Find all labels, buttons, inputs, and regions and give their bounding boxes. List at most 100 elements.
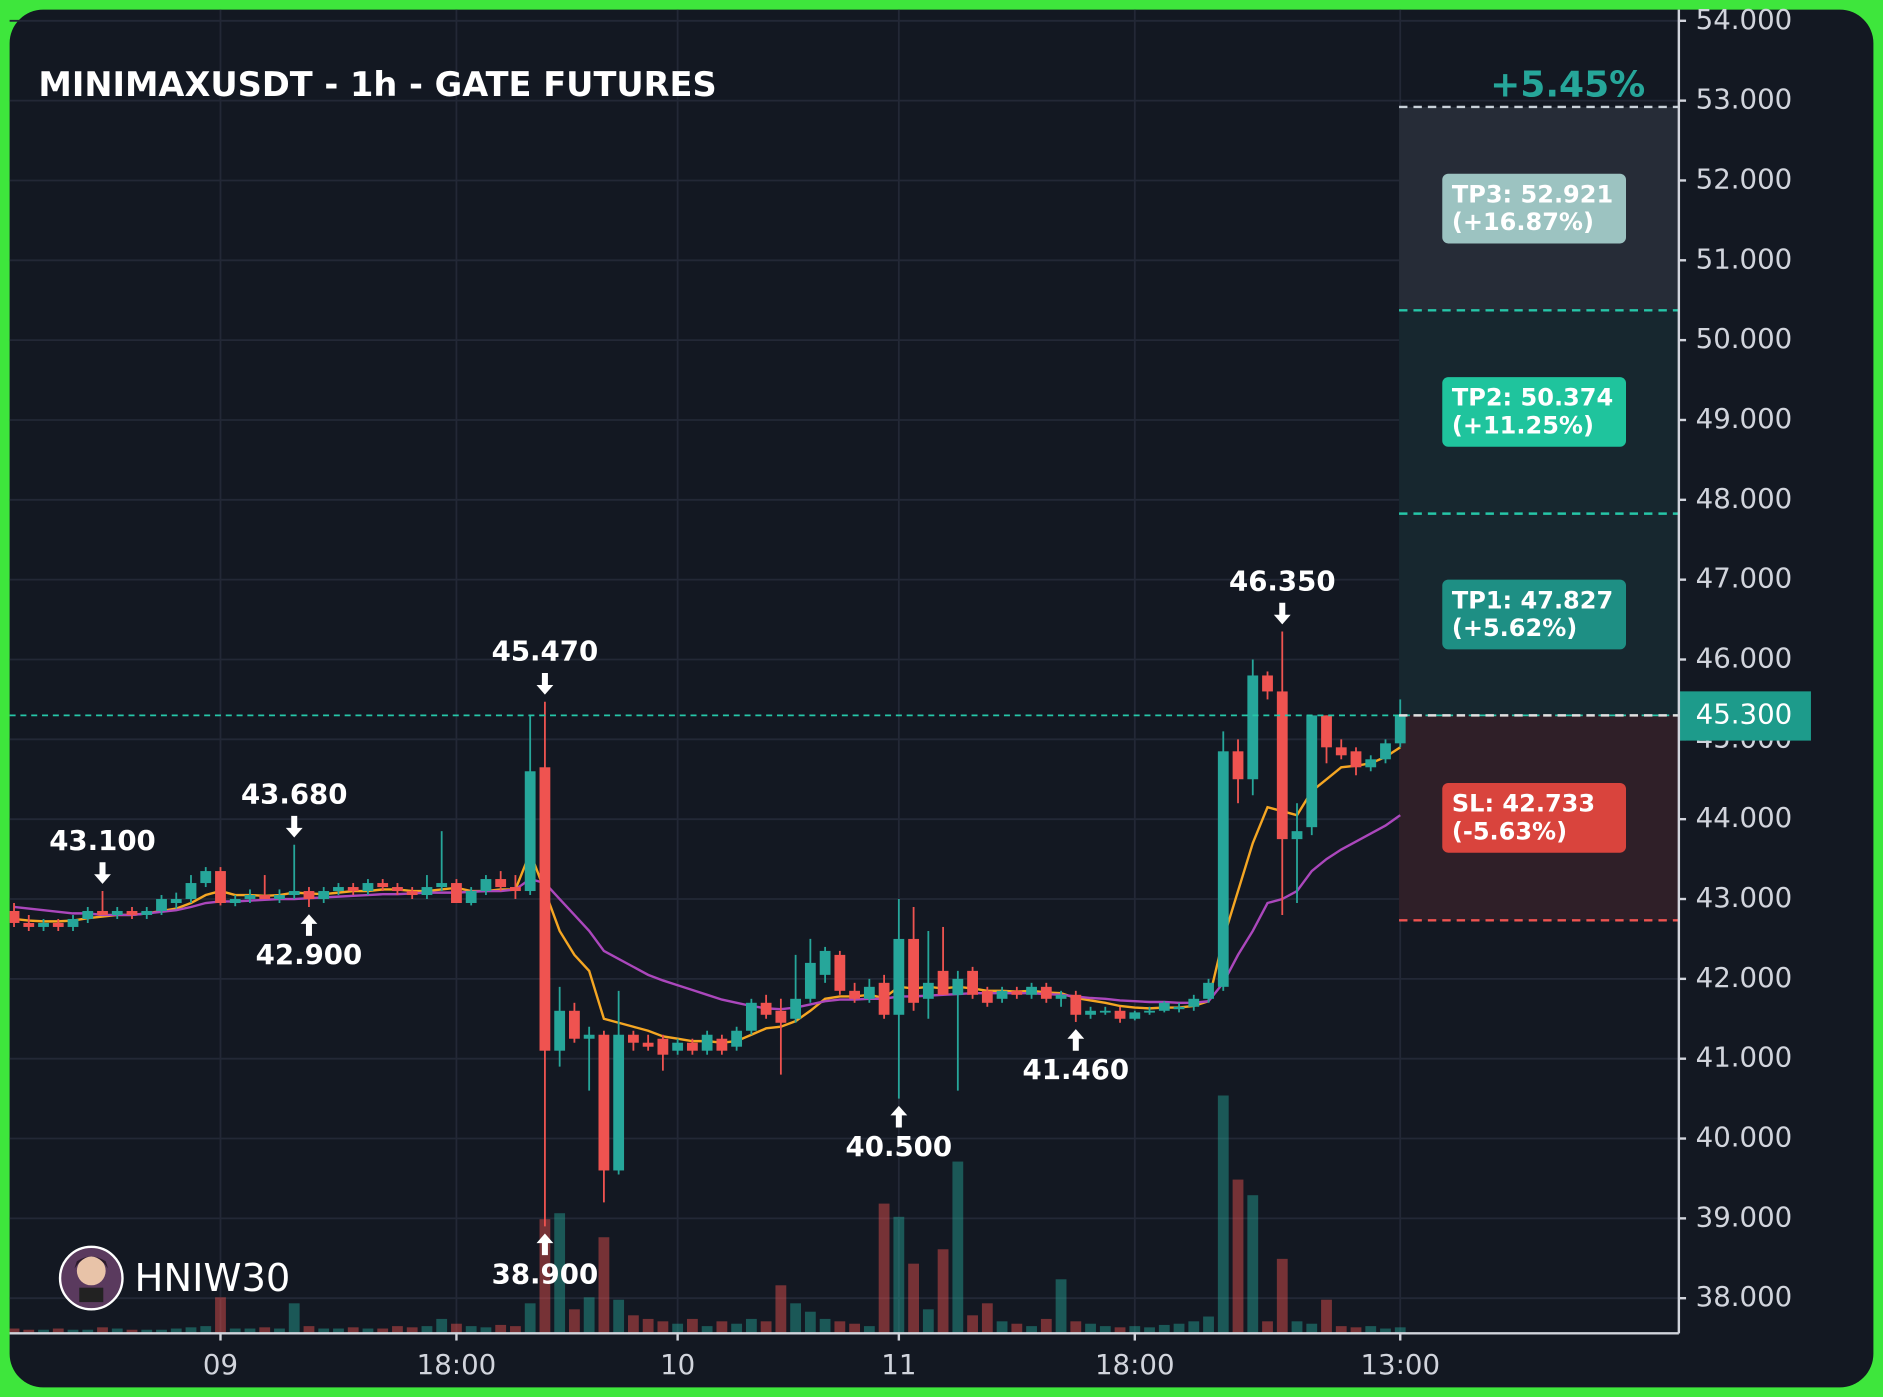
candle-body (1321, 715, 1332, 748)
watermark: HNIW30 (58, 1245, 291, 1311)
volume-bar (23, 1329, 35, 1334)
candle-body (554, 1010, 566, 1051)
candle-body (9, 910, 20, 923)
candle-body (377, 883, 389, 888)
volume-bar (1129, 1326, 1141, 1334)
candle-body (97, 910, 108, 915)
volume-bar (834, 1321, 846, 1334)
candle-body (1173, 1006, 1185, 1010)
candle-body (406, 891, 418, 896)
volume-bar (377, 1328, 389, 1334)
candle-body (436, 883, 448, 888)
candle-body (347, 887, 359, 892)
y-tick-label: 40.000 (1696, 1121, 1793, 1154)
candle-body (362, 883, 374, 892)
watermark-text: HNIW30 (135, 1256, 291, 1301)
volume-bar (1321, 1299, 1332, 1334)
candle-body (1055, 994, 1067, 999)
candle-body (38, 922, 49, 927)
volume-bar (878, 1203, 890, 1334)
candle-body (908, 938, 919, 1003)
candle-body (1365, 759, 1377, 768)
volume-bar (274, 1328, 285, 1334)
level-box (1442, 173, 1627, 244)
volume-bar (200, 1326, 212, 1334)
y-tick-label: 51.000 (1696, 242, 1793, 275)
volume-bar (1011, 1323, 1023, 1334)
volume-bar (229, 1328, 241, 1334)
candle-body (1114, 1010, 1126, 1019)
y-tick-label: 53.000 (1696, 83, 1793, 116)
volume-bar (1232, 1179, 1244, 1334)
candle-body (922, 982, 934, 999)
candles (9, 631, 1406, 1227)
candle-body (952, 978, 964, 995)
volume-bar (672, 1323, 684, 1334)
volume-bar (598, 1237, 610, 1334)
marker-arrow (536, 672, 554, 695)
candle-body (1262, 675, 1273, 692)
candle-body (686, 1042, 698, 1051)
candle-body (1099, 1010, 1111, 1013)
level-label: TP1: 47.827 (1452, 586, 1613, 614)
level-note: (+16.87%) (1452, 208, 1594, 236)
volume-bar (1188, 1321, 1200, 1334)
level-note: (+5.62%) (1452, 614, 1577, 642)
x-tick-label: 13:00 (1360, 1348, 1440, 1381)
candle-body (657, 1038, 669, 1055)
volume-bar (185, 1327, 197, 1334)
level-note: (-5.63%) (1452, 817, 1567, 845)
volume-bar (1217, 1095, 1229, 1334)
x-tick-label: 09 (203, 1348, 238, 1381)
y-tick-label: 49.000 (1696, 402, 1793, 435)
marker-arrow (285, 815, 303, 838)
marker-arrow (536, 1233, 554, 1256)
volume-bar (303, 1326, 315, 1334)
volume-bar (524, 1303, 536, 1334)
candle-body (981, 990, 993, 1003)
volume-bar (863, 1326, 875, 1334)
volume-bar (1335, 1326, 1347, 1334)
x-tick-label: 11 (881, 1348, 916, 1381)
volume-bar (1350, 1327, 1362, 1334)
y-tick-label: 43.000 (1696, 881, 1793, 914)
volume-bar (583, 1297, 595, 1334)
candle-body (1085, 1010, 1096, 1015)
marker-label: 43.680 (241, 777, 348, 810)
y-tick-label: 50.000 (1696, 322, 1793, 355)
candle-body (1040, 986, 1052, 999)
candle-body (52, 922, 64, 927)
candle-body (893, 938, 905, 1015)
candle-body (1232, 751, 1244, 780)
volume-bar (908, 1263, 919, 1334)
volume-bar (967, 1315, 978, 1334)
candle-body (82, 910, 94, 919)
candle-body (1306, 715, 1318, 828)
candle-body (569, 1010, 580, 1039)
volume-bar (657, 1321, 669, 1334)
volume-bar (465, 1326, 477, 1334)
candle-body (539, 767, 551, 1051)
volume (9, 1095, 1406, 1334)
volume-bar (1276, 1258, 1288, 1334)
candle-body (878, 982, 890, 1015)
volume-bar (981, 1303, 993, 1334)
volume-bar (244, 1328, 256, 1334)
candle-body (524, 771, 536, 892)
marker-arrow (890, 1105, 908, 1128)
volume-bar (1203, 1316, 1214, 1334)
candle-body (465, 891, 477, 904)
candle-body (672, 1042, 684, 1051)
candle-body (1217, 751, 1229, 987)
candle-body (229, 899, 241, 904)
candle-body (996, 990, 1008, 999)
candle-body (775, 1010, 787, 1023)
candle-body (937, 970, 949, 995)
y-tick-label: 52.000 (1696, 162, 1793, 195)
candle-body (67, 918, 79, 927)
candle-body (790, 998, 802, 1019)
candle-body (849, 990, 861, 999)
volume-bar (1114, 1327, 1126, 1334)
avatar-shirt (79, 1287, 104, 1303)
volume-bar (510, 1326, 521, 1334)
